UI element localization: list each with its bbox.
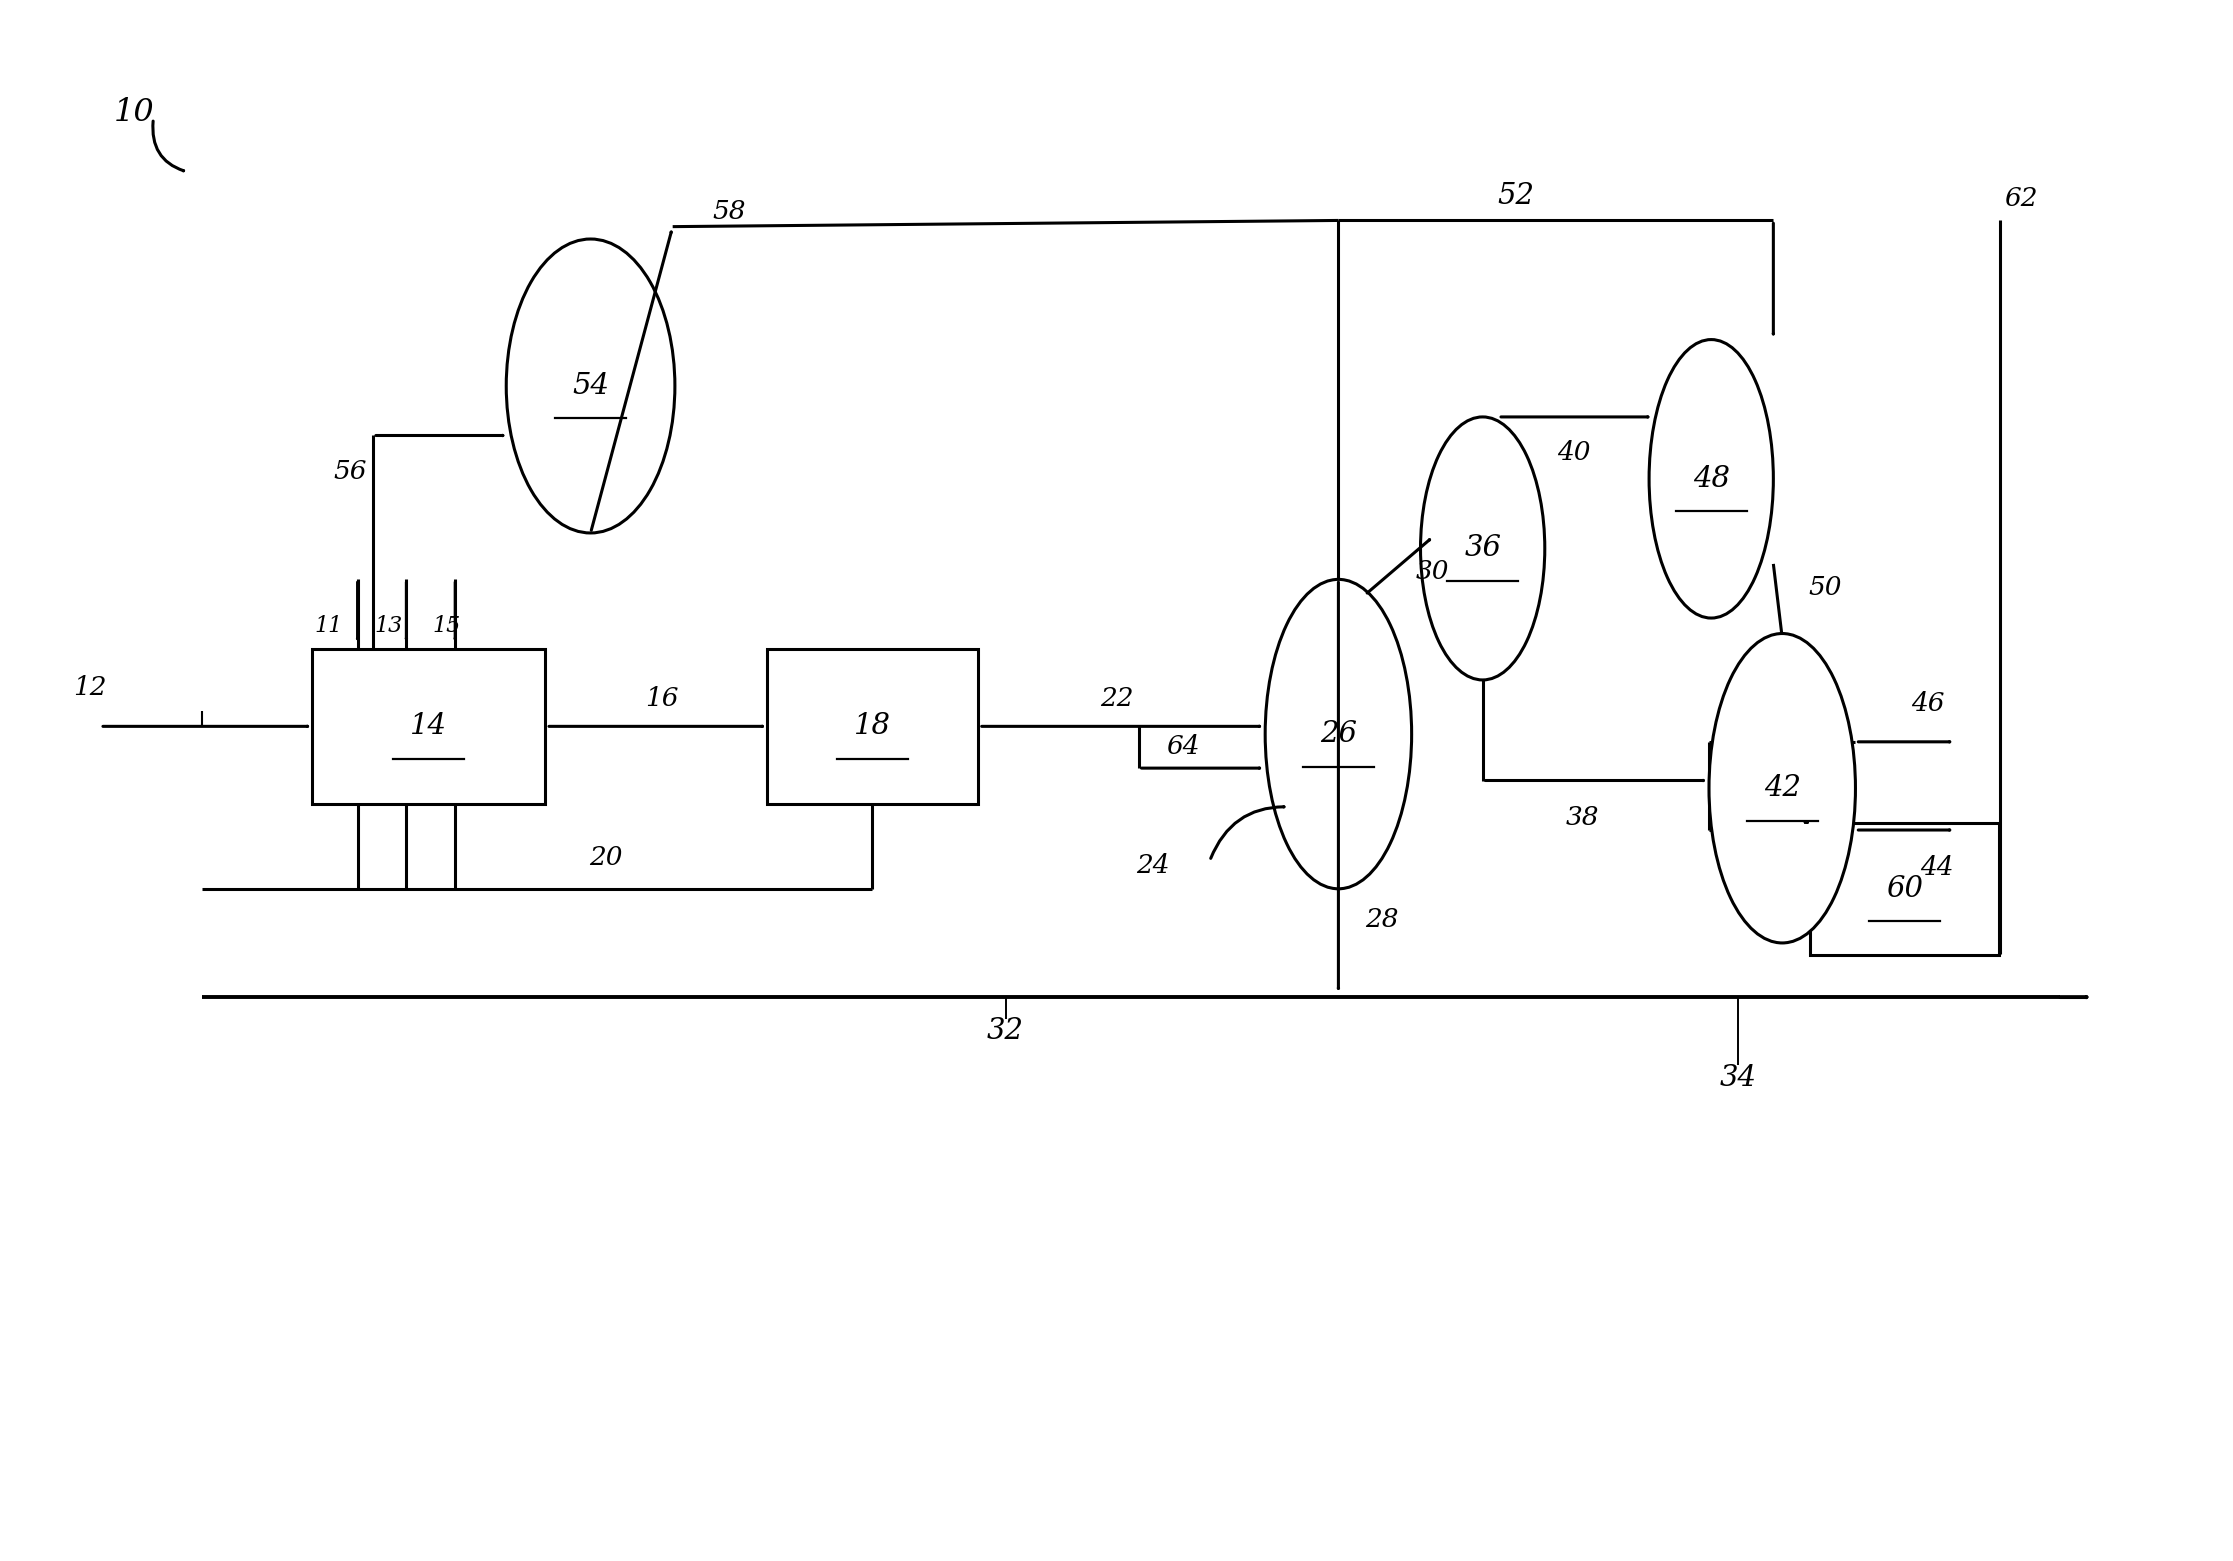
Text: 30: 30	[1416, 559, 1449, 584]
Text: 46: 46	[1911, 690, 1945, 715]
Ellipse shape	[1708, 634, 1856, 943]
FancyBboxPatch shape	[1811, 823, 1999, 954]
Text: 28: 28	[1364, 907, 1398, 932]
Text: 52: 52	[1498, 181, 1534, 209]
Text: 12: 12	[74, 676, 107, 701]
Text: 42: 42	[1764, 774, 1800, 802]
Text: 56: 56	[333, 459, 366, 484]
Text: 16: 16	[645, 685, 679, 710]
Text: 40: 40	[1556, 440, 1590, 465]
Text: 58: 58	[712, 198, 746, 223]
Text: 34: 34	[1719, 1063, 1757, 1091]
Text: 54: 54	[572, 372, 610, 400]
FancyBboxPatch shape	[766, 649, 978, 804]
Text: 48: 48	[1693, 465, 1731, 493]
Text: 26: 26	[1320, 720, 1358, 748]
Text: 60: 60	[1887, 874, 1923, 902]
Text: 10: 10	[114, 97, 154, 128]
Ellipse shape	[1266, 579, 1411, 888]
Text: 64: 64	[1166, 734, 1199, 759]
Text: 44: 44	[1920, 855, 1954, 880]
Text: 15: 15	[433, 615, 460, 637]
Ellipse shape	[1420, 417, 1545, 681]
Text: 14: 14	[411, 712, 447, 740]
Ellipse shape	[507, 239, 674, 532]
Text: 38: 38	[1565, 805, 1599, 830]
Text: 36: 36	[1465, 534, 1501, 562]
Text: 20: 20	[590, 846, 623, 871]
Text: 11: 11	[315, 615, 344, 637]
Text: 18: 18	[853, 712, 891, 740]
Text: 50: 50	[1809, 574, 1842, 599]
Text: 13: 13	[375, 615, 402, 637]
Text: 22: 22	[1099, 685, 1134, 710]
FancyBboxPatch shape	[313, 649, 545, 804]
Ellipse shape	[1650, 340, 1773, 618]
Text: 24: 24	[1137, 854, 1170, 879]
Text: 32: 32	[987, 1018, 1025, 1046]
Text: 62: 62	[2005, 186, 2039, 211]
